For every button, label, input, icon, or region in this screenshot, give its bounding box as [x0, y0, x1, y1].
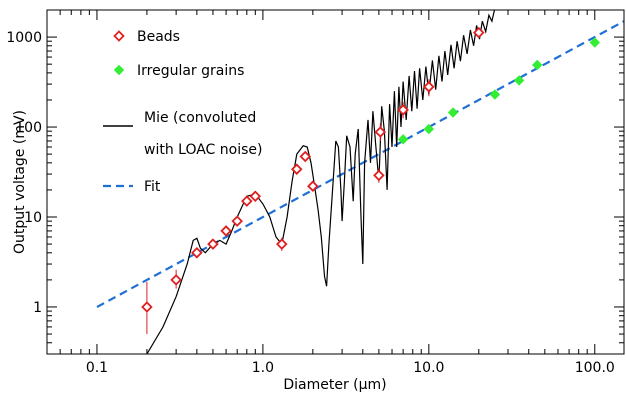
- legend-label: Irregular grains: [137, 63, 244, 79]
- legend-label: Fit: [144, 179, 161, 195]
- grain-point: [489, 89, 501, 100]
- bead-point: [220, 225, 232, 237]
- bead-point: [307, 180, 319, 192]
- bead-point: [423, 81, 435, 93]
- bead-point: [374, 126, 387, 138]
- bead-point: [207, 238, 219, 250]
- mie-curve: [146, 10, 496, 354]
- y-tick-label: 100: [15, 120, 42, 136]
- bead-point: [141, 301, 153, 313]
- legend-label: Beads: [137, 29, 180, 45]
- legend-label: Mie (convoluted: [144, 110, 256, 126]
- plot-frame: [46, 9, 625, 355]
- legend-label: with LOAC noise): [144, 142, 262, 158]
- bead-point: [373, 169, 385, 182]
- bead-point: [191, 247, 203, 259]
- bead-point: [231, 215, 243, 227]
- grain-point: [532, 59, 543, 71]
- x-tick-label: 1.0: [252, 360, 274, 376]
- bead-point: [473, 26, 485, 39]
- bead-point: [299, 150, 312, 163]
- grain-point: [513, 75, 525, 86]
- grain-point: [447, 107, 459, 118]
- x-tick-label: 100.0: [575, 360, 615, 376]
- y-tick-label: 1: [33, 300, 42, 316]
- y-tick-label: 10: [24, 210, 42, 226]
- y-tick-label: 1000: [6, 30, 42, 46]
- bead-point: [290, 163, 303, 175]
- bead-point: [397, 104, 409, 116]
- y-axis-title: Output voltage (mV): [12, 110, 28, 254]
- legend-marker: [113, 64, 125, 76]
- bead-point: [276, 238, 288, 250]
- x-axis-title: Diameter (μm): [283, 377, 386, 393]
- x-tick-label: 0.1: [86, 360, 108, 376]
- bead-point: [241, 195, 253, 207]
- grain-point: [423, 123, 435, 135]
- x-tick-label: 10.0: [413, 360, 444, 376]
- legend-marker: [113, 30, 125, 42]
- grain-point: [589, 37, 600, 48]
- bead-point: [170, 274, 182, 286]
- bead-point: [249, 190, 262, 203]
- grain-point: [397, 134, 409, 145]
